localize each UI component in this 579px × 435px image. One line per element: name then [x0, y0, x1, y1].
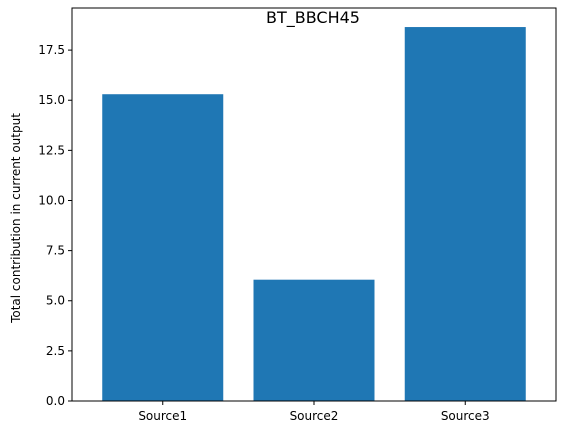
y-tick-label: 12.5	[38, 143, 65, 157]
plot-frame	[71, 7, 557, 402]
x-tick-label: Source3	[441, 409, 490, 423]
ticks-layer: Source1 Source2 Source3 0.0 2.5 5.0 7.5 10.0 12.…	[38, 43, 489, 423]
y-axis-label: Total contribution in current output	[9, 113, 23, 324]
y-tick-label: 0.0	[46, 394, 65, 408]
bar-source3	[404, 27, 526, 402]
bar-source1	[102, 94, 224, 401]
y-tick-label: 17.5	[38, 43, 65, 57]
chart-title: BT_BBCH45	[266, 8, 360, 28]
y-tick-label: 5.0	[46, 294, 65, 308]
bars-layer	[102, 27, 526, 402]
y-tick-label: 15.0	[38, 93, 65, 107]
y-tick-label: 2.5	[46, 344, 65, 358]
x-tick-label: Source1	[138, 409, 187, 423]
y-tick-label: 10.0	[38, 193, 65, 207]
bar-source2	[253, 279, 375, 401]
y-tick-label: 7.5	[46, 244, 65, 258]
x-tick-label: Source2	[290, 409, 339, 423]
